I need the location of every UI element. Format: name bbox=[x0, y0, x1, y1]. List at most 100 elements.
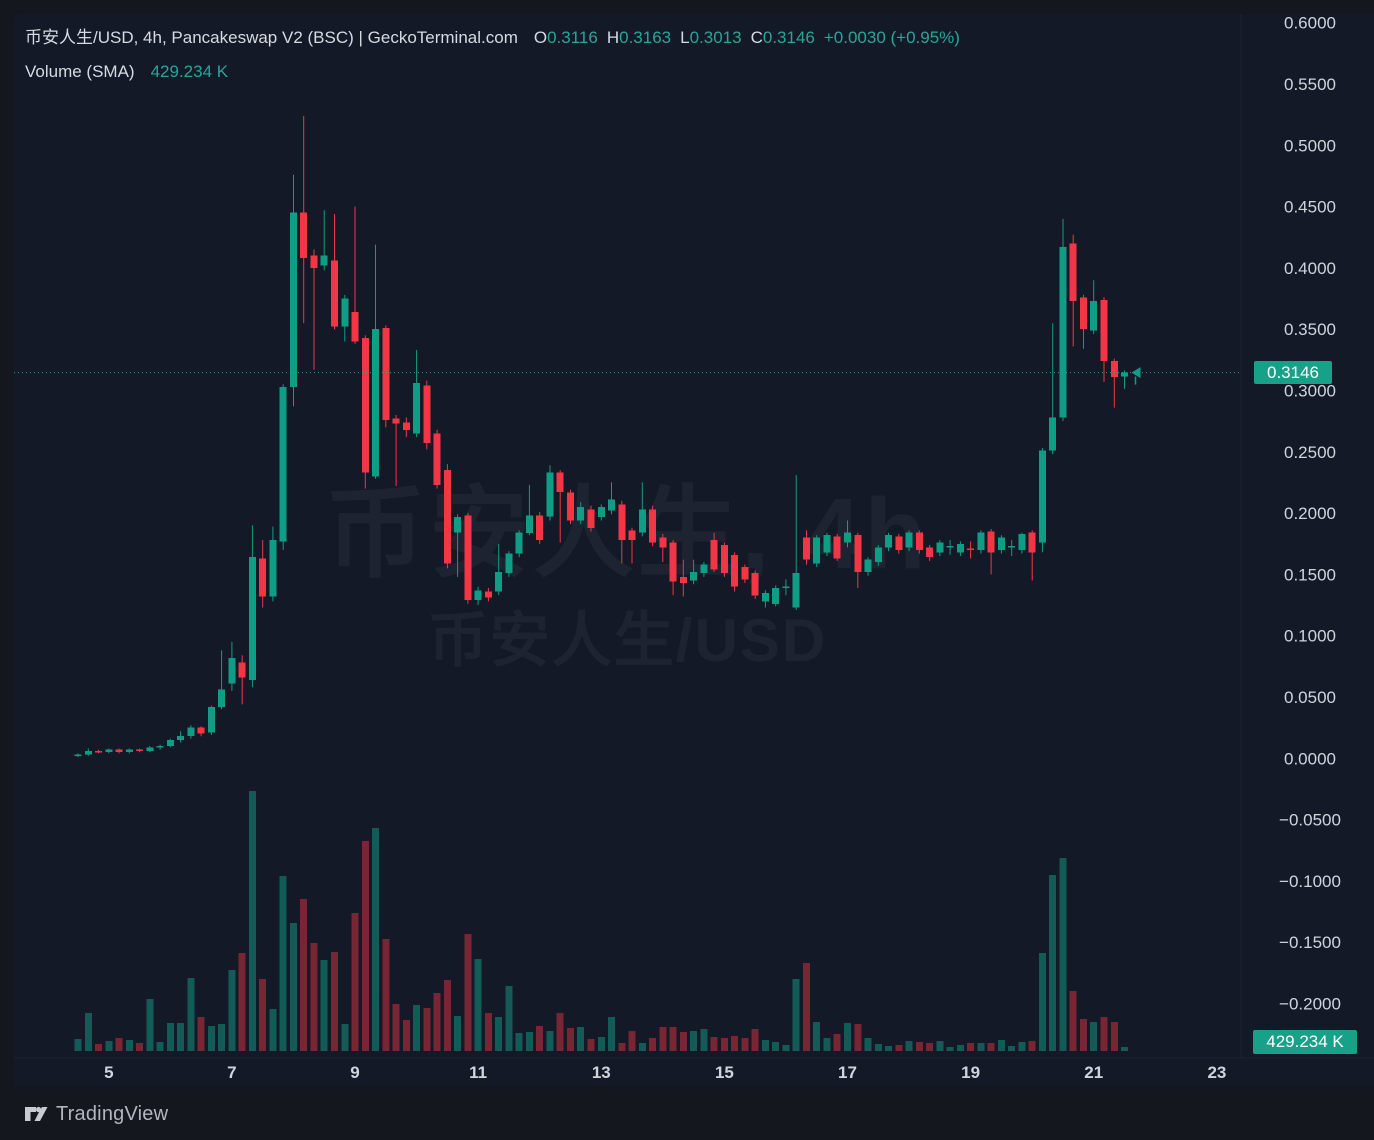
price-tick-label[interactable]: 0.0500 bbox=[1284, 688, 1336, 707]
volume-bar bbox=[679, 1032, 687, 1051]
candle-body bbox=[207, 706, 215, 733]
price-tick-label[interactable]: −0.0500 bbox=[1279, 811, 1341, 830]
price-tick-label[interactable]: 0.3500 bbox=[1284, 320, 1336, 339]
volume-bar bbox=[638, 1043, 646, 1051]
tradingview-logo-icon bbox=[25, 1106, 48, 1121]
volume-bar bbox=[331, 952, 338, 1051]
time-tick-label[interactable]: 7 bbox=[227, 1063, 236, 1082]
candle-body bbox=[197, 727, 205, 734]
volume-bar bbox=[402, 1020, 410, 1051]
volume-bar bbox=[464, 934, 472, 1051]
candle-body bbox=[136, 749, 144, 752]
ohlc-open-label: O bbox=[533, 28, 548, 47]
volume-bar bbox=[279, 876, 287, 1051]
volume-bar bbox=[761, 1040, 769, 1051]
volume-bar bbox=[926, 1043, 934, 1051]
time-tick-label[interactable]: 21 bbox=[1084, 1063, 1103, 1082]
time-tick-label[interactable]: 23 bbox=[1207, 1063, 1226, 1082]
volume-bar bbox=[854, 1024, 862, 1051]
legend-volume-row[interactable]: Volume (SMA) 429.234 K bbox=[25, 60, 960, 84]
candle-body bbox=[248, 557, 256, 680]
volume-bar bbox=[946, 1047, 954, 1051]
volume-bar bbox=[136, 1043, 144, 1051]
volume-bar bbox=[813, 1022, 821, 1051]
candle-body bbox=[505, 553, 513, 574]
price-tick-label[interactable]: 0.4000 bbox=[1284, 259, 1336, 278]
candle-body bbox=[967, 548, 975, 551]
volume-bar bbox=[731, 1036, 739, 1051]
volume-bar bbox=[567, 1028, 574, 1051]
price-tick-label[interactable]: 0.1000 bbox=[1284, 627, 1336, 646]
price-tick-label[interactable]: −0.1500 bbox=[1279, 933, 1341, 952]
time-tick-label[interactable]: 11 bbox=[469, 1063, 487, 1082]
volume-bar bbox=[1080, 1019, 1087, 1051]
price-change: +0.0030 (+0.95%) bbox=[823, 28, 960, 47]
volume-bar bbox=[525, 1032, 533, 1051]
volume-bar bbox=[115, 1038, 123, 1051]
candle-body bbox=[844, 532, 851, 543]
chart-widget[interactable]: 币安人生, 4h 币安人生/USD 0.6000 0.5500 0.5000 0.45… bbox=[14, 14, 1374, 1086]
candle-body bbox=[331, 260, 338, 327]
candle-body bbox=[1049, 417, 1057, 451]
price-tick-label[interactable]: 0.5500 bbox=[1284, 75, 1336, 94]
candle-body bbox=[1100, 299, 1108, 362]
candle-body bbox=[905, 532, 913, 548]
candle-body bbox=[833, 536, 841, 559]
volume-bar bbox=[361, 841, 369, 1051]
chart-canvas[interactable]: 0.6000 0.5500 0.5000 0.4500 0.4000 0.3500 0.30… bbox=[14, 14, 1374, 1086]
volume-bar bbox=[95, 1044, 102, 1051]
candle-body bbox=[741, 567, 749, 580]
volume-bar bbox=[823, 1038, 831, 1051]
time-tick-label[interactable]: 13 bbox=[592, 1063, 611, 1082]
time-tick-label[interactable]: 17 bbox=[838, 1063, 857, 1082]
volume-bar bbox=[1018, 1042, 1026, 1051]
candle-body bbox=[782, 586, 790, 589]
candle-body bbox=[874, 547, 882, 563]
candle-body bbox=[936, 542, 944, 553]
ohlc-close-value: 0.3146 bbox=[762, 28, 815, 47]
candle-body bbox=[454, 516, 462, 533]
candle-body bbox=[474, 590, 482, 601]
price-tick-label[interactable]: 0.5000 bbox=[1284, 136, 1336, 155]
candle-body bbox=[320, 255, 328, 266]
candle-body bbox=[556, 472, 564, 493]
time-tick-label[interactable]: 5 bbox=[104, 1063, 113, 1082]
candle-body bbox=[926, 547, 934, 558]
candle-body bbox=[946, 546, 954, 548]
price-tick-label[interactable]: 0.3000 bbox=[1284, 382, 1336, 401]
candle-body bbox=[464, 515, 472, 601]
candle-body bbox=[710, 540, 718, 570]
time-tick-label[interactable]: 19 bbox=[961, 1063, 980, 1082]
candle-body bbox=[813, 537, 821, 564]
legend-title-row[interactable]: 币安人生/USD, 4h, Pancakeswap V2 (BSC) | Gec… bbox=[25, 26, 960, 50]
tradingview-attribution[interactable]: TradingView bbox=[24, 1101, 168, 1127]
price-tick-label[interactable]: 0.4500 bbox=[1284, 198, 1336, 217]
volume-bar bbox=[423, 1008, 431, 1051]
volume-bar bbox=[207, 1026, 215, 1051]
candle-body bbox=[413, 383, 421, 434]
price-tick-label[interactable]: 0.0000 bbox=[1284, 749, 1336, 768]
volume-bar bbox=[474, 959, 482, 1051]
candle-body bbox=[125, 749, 133, 753]
volume-bar bbox=[956, 1045, 964, 1051]
volume-bar bbox=[895, 1045, 903, 1051]
price-tick-label[interactable]: 0.2500 bbox=[1284, 443, 1336, 462]
candle-body bbox=[567, 492, 574, 521]
time-tick-label[interactable]: 15 bbox=[715, 1063, 734, 1082]
price-tick-label[interactable]: 0.1500 bbox=[1284, 565, 1336, 584]
candle-body bbox=[751, 573, 759, 596]
time-tick-label[interactable]: 9 bbox=[350, 1063, 359, 1082]
volume-bar bbox=[1049, 875, 1057, 1051]
price-tick-label[interactable]: 0.6000 bbox=[1284, 14, 1336, 33]
volume-bar bbox=[936, 1041, 944, 1051]
price-tick-label[interactable]: −0.1000 bbox=[1279, 872, 1341, 891]
volume-bar bbox=[84, 1013, 92, 1051]
price-tick-label[interactable]: 0.2000 bbox=[1284, 504, 1336, 523]
price-tick-label[interactable]: −0.2000 bbox=[1279, 995, 1341, 1014]
volume-bar bbox=[310, 943, 318, 1051]
candle-body bbox=[1059, 247, 1067, 418]
volume-bar bbox=[1038, 953, 1046, 1051]
candle-body bbox=[495, 571, 503, 592]
volume-bar bbox=[443, 980, 451, 1051]
candle-body bbox=[803, 537, 810, 560]
